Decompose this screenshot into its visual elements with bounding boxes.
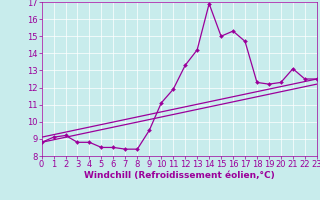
X-axis label: Windchill (Refroidissement éolien,°C): Windchill (Refroidissement éolien,°C) — [84, 171, 275, 180]
